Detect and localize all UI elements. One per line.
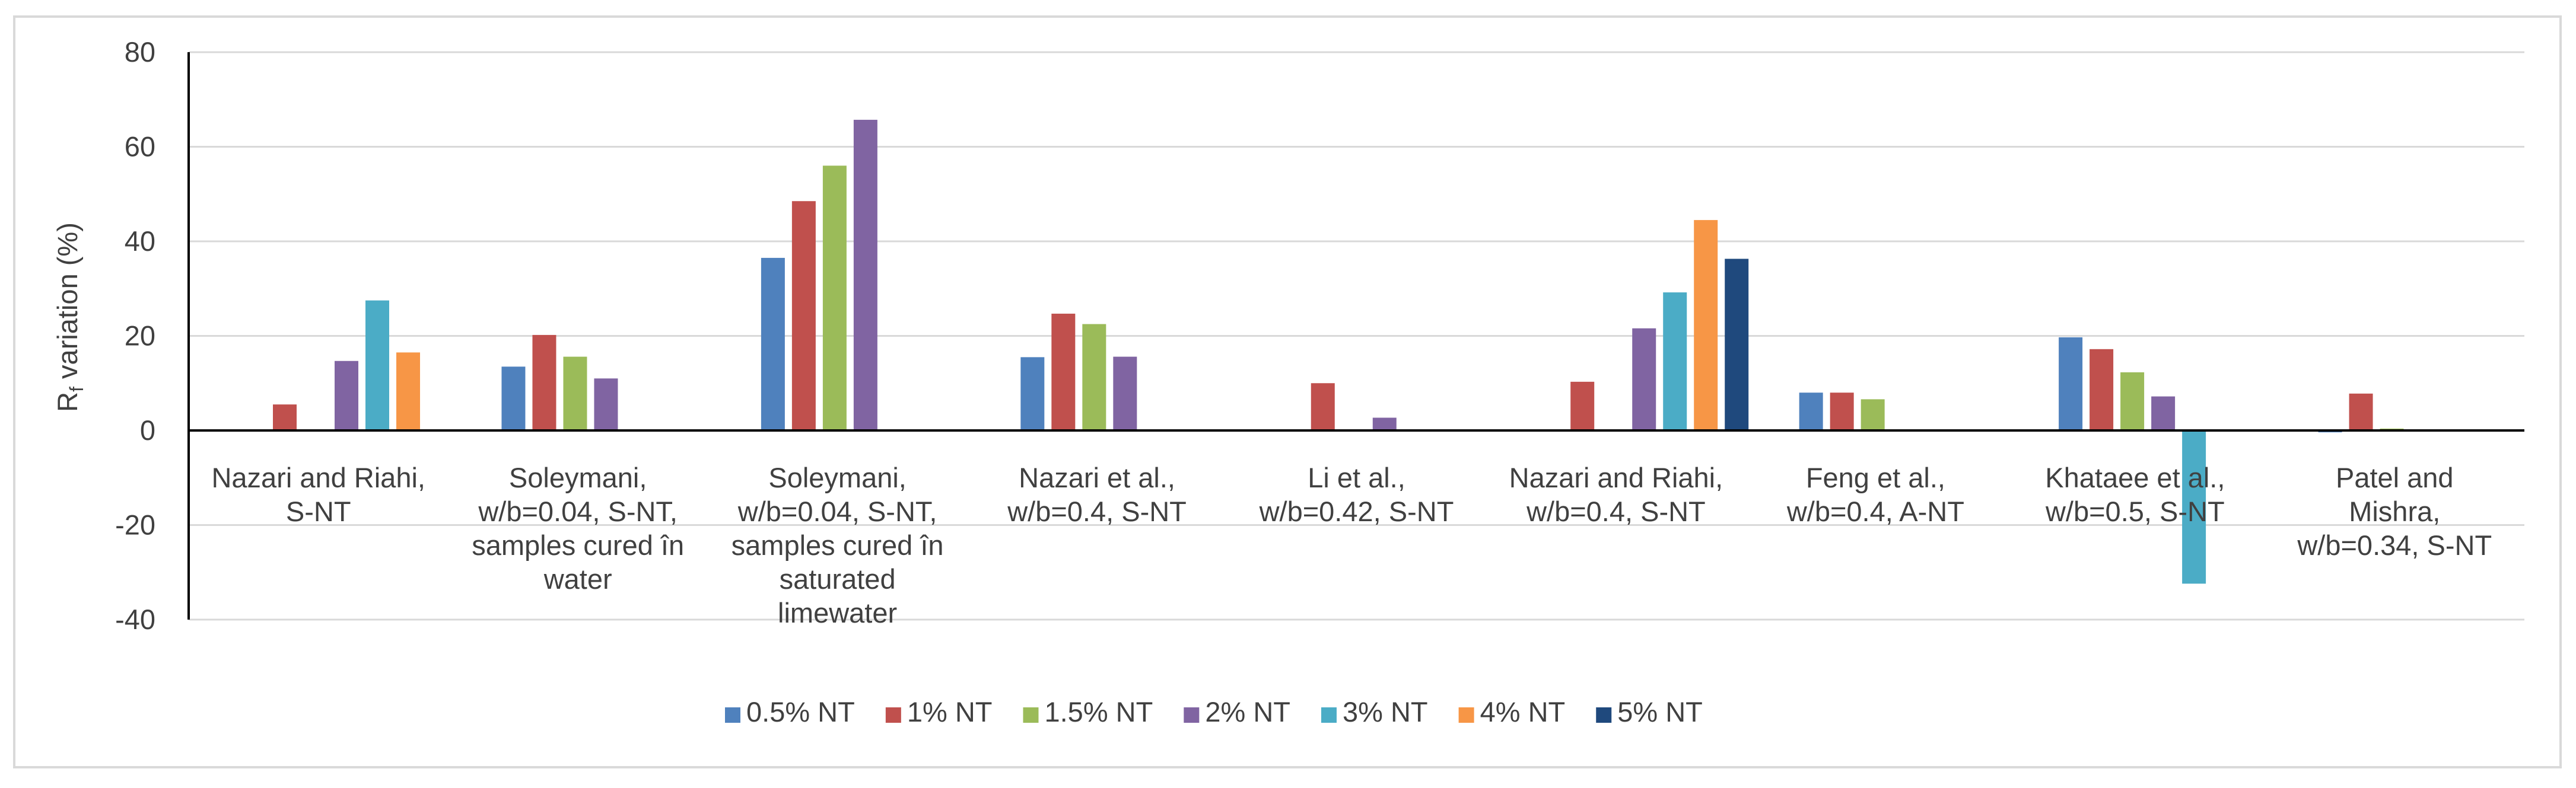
category-label: Khataee et al., w/b=0.5, S-NT (2045, 462, 2225, 527)
bar (2059, 337, 2083, 430)
legend-item[interactable]: 4% NT (1458, 696, 1566, 728)
bar (396, 352, 420, 430)
bar (1082, 324, 1106, 430)
legend-label: 4% NT (1480, 696, 1566, 728)
bar (365, 300, 389, 430)
y-tick-label: 0 (140, 414, 155, 446)
bar (1020, 357, 1045, 430)
legend-item[interactable]: 1.5% NT (1023, 696, 1153, 728)
axes (187, 52, 2524, 620)
y-tick-labels: 80 60 40 20 0 -20 -40 (115, 36, 155, 635)
category-label: Nazari and Riahi, S-NT (211, 462, 425, 527)
legend-label: 0.5% NT (746, 696, 855, 728)
bar (563, 356, 587, 430)
legend-label: 1% NT (907, 696, 993, 728)
bar (1113, 356, 1137, 430)
category-labels: Nazari and Riahi, S-NT Soleymani, w/b=0.04,… (211, 462, 2492, 629)
category-label: Patel and Mishra, w/b=0.34, S-NT (2297, 462, 2492, 561)
y-axis-title: Rf variation (%) (52, 222, 87, 412)
category-label: Feng et al., w/b=0.4, A-NT (1786, 462, 1964, 527)
bar (501, 366, 526, 430)
legend-label: 3% NT (1343, 696, 1428, 728)
y-tick-label: -40 (115, 604, 155, 635)
bar (1632, 328, 1656, 430)
bar (1830, 393, 1854, 430)
legend-item[interactable]: 3% NT (1321, 696, 1428, 728)
bar (761, 257, 785, 430)
bar (1663, 292, 1687, 430)
legend-swatch (885, 707, 901, 723)
legend-swatch (1023, 707, 1039, 723)
legend-swatch (1596, 707, 1612, 723)
legend-swatch (725, 707, 740, 723)
legend-label: 5% NT (1617, 696, 1703, 728)
bar (1372, 417, 1397, 430)
bar (1725, 259, 1749, 430)
legend[interactable]: 0.5% NT 1% NT 1.5% NT 2% NT 3% NT 4% NT 5% NT (725, 696, 1703, 728)
category-label: Soleymani, w/b=0.04, S-NT, samples cured î… (472, 462, 684, 595)
bar (594, 378, 618, 430)
y-tick-label: 20 (125, 320, 155, 352)
legend-label: 2% NT (1205, 696, 1290, 728)
y-tick-label: 60 (125, 131, 155, 162)
bar (1799, 393, 1823, 430)
bar (2090, 349, 2114, 430)
legend-item[interactable]: 0.5% NT (725, 696, 855, 728)
bar (791, 201, 816, 430)
legend-swatch (1321, 707, 1337, 723)
bar (1051, 314, 1076, 430)
bar (532, 334, 556, 430)
legend-item[interactable]: 5% NT (1596, 696, 1703, 728)
bar (2182, 430, 2206, 584)
y-tick-label: 40 (125, 225, 155, 257)
legend-item[interactable]: 1% NT (885, 696, 993, 728)
bars (273, 120, 2404, 584)
bar (1861, 399, 1885, 430)
legend-swatch (1184, 707, 1200, 723)
bar (853, 120, 877, 431)
legend-swatch (1458, 707, 1474, 723)
legend-label: 1.5% NT (1044, 696, 1153, 728)
category-label: Soleymani, w/b=0.04, S-NT, samples cured î… (732, 462, 944, 629)
bar (1694, 220, 1718, 430)
y-tick-label: 80 (125, 36, 155, 68)
bar (2349, 393, 2373, 430)
bar (822, 165, 847, 430)
bar (1570, 381, 1595, 430)
y-tick-label: -20 (115, 509, 155, 541)
legend-item[interactable]: 2% NT (1184, 696, 1290, 728)
category-label: Nazari et al., w/b=0.4, S-NT (1007, 462, 1187, 527)
bar (2120, 372, 2145, 430)
bar (335, 360, 358, 430)
bar (1311, 383, 1335, 430)
category-label: Nazari and Riahi, w/b=0.4, S-NT (1509, 462, 1723, 527)
bar (273, 404, 297, 430)
gridlines (189, 51, 2524, 621)
category-label: Li et al., w/b=0.42, S-NT (1259, 462, 1454, 527)
bar (2151, 396, 2176, 430)
